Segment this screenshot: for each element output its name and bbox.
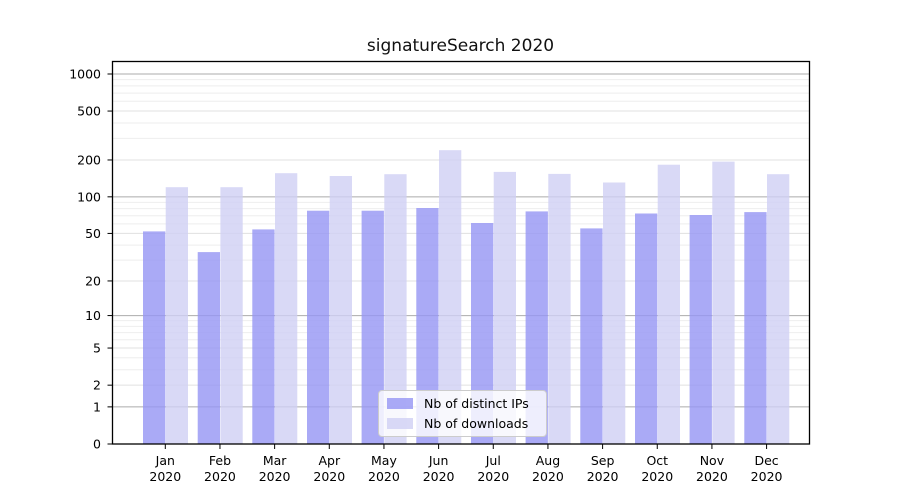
- x-tick-label-month: Dec: [754, 453, 778, 468]
- x-tick-label-month: Sep: [591, 453, 615, 468]
- x-tick-label-year: 2020: [477, 469, 509, 484]
- bar-downloads-oct: [657, 164, 680, 444]
- legend-swatch-distinct-ips: [387, 398, 413, 409]
- y-tick-label: 100: [77, 189, 101, 204]
- bar-downloads-dec: [767, 174, 790, 444]
- legend-item-downloads: Nb of downloads: [387, 416, 546, 431]
- bar-distinct-ips-oct: [635, 213, 658, 444]
- x-tick-label-month: Nov: [700, 453, 725, 468]
- x-tick-label-year: 2020: [204, 469, 236, 484]
- bar-distinct-ips-feb: [197, 252, 220, 444]
- bar-distinct-ips-jul: [471, 223, 494, 444]
- x-tick-label-month: Jan: [155, 453, 175, 468]
- y-tick-label: 5: [93, 341, 101, 356]
- bar-downloads-feb: [220, 187, 243, 444]
- y-tick-label: 10: [85, 308, 101, 323]
- x-tick-label-year: 2020: [532, 469, 564, 484]
- bar-downloads-sep: [603, 182, 626, 444]
- bar-distinct-ips-aug: [525, 211, 548, 444]
- x-tick-label-year: 2020: [259, 469, 291, 484]
- x-tick-label-year: 2020: [751, 469, 783, 484]
- bar-downloads-jul: [493, 171, 516, 444]
- y-tick-label: 1: [93, 399, 101, 414]
- legend-label-distinct-ips: Nb of distinct IPs: [424, 396, 529, 411]
- x-tick-label-year: 2020: [149, 469, 181, 484]
- x-tick-label-month: Apr: [318, 453, 340, 468]
- y-tick-label: 1000: [69, 67, 101, 82]
- y-tick-label: 200: [77, 153, 101, 168]
- bar-downloads-may: [384, 174, 407, 444]
- x-tick-label-year: 2020: [423, 469, 455, 484]
- plot-border: [111, 60, 811, 445]
- x-tick-label-month: Jul: [485, 453, 501, 468]
- y-tick-label: 500: [77, 104, 101, 119]
- bar-distinct-ips-jan: [143, 231, 166, 444]
- x-tick-label-month: Jun: [428, 453, 449, 468]
- bar-downloads-apr: [329, 176, 352, 444]
- x-tick-label-month: Feb: [209, 453, 231, 468]
- axes: 10005002001005020105210Jan2020Feb2020Mar…: [69, 60, 811, 484]
- x-tick-label-month: Aug: [536, 453, 560, 468]
- legend-swatch-downloads: [387, 418, 413, 429]
- y-tick-label: 2: [93, 378, 101, 393]
- bar-downloads-jun: [439, 150, 462, 444]
- x-tick-label-month: Oct: [646, 453, 668, 468]
- y-tick-label: 0: [93, 437, 101, 452]
- bar-distinct-ips-dec: [744, 212, 767, 444]
- legend-item-distinct-ips: Nb of distinct IPs: [387, 396, 546, 411]
- x-tick-label-month: May: [371, 453, 397, 468]
- legend-label-downloads: Nb of downloads: [424, 416, 529, 431]
- y-tick-label: 50: [85, 226, 101, 241]
- bar-downloads-jan: [165, 187, 188, 444]
- bar-distinct-ips-apr: [307, 210, 330, 444]
- bar-distinct-ips-mar: [252, 229, 275, 444]
- legend: Nb of distinct IPs Nb of downloads: [378, 390, 547, 437]
- bar-downloads-nov: [712, 161, 735, 444]
- x-tick-label-year: 2020: [313, 469, 345, 484]
- bars: [143, 150, 790, 444]
- bar-distinct-ips-jun: [416, 208, 439, 444]
- chart-title: signatureSearch 2020: [366, 36, 555, 56]
- bar-downloads-aug: [548, 173, 571, 444]
- x-tick-label-year: 2020: [368, 469, 400, 484]
- bar-distinct-ips-sep: [580, 228, 603, 444]
- x-tick-label-year: 2020: [641, 469, 673, 484]
- x-tick-label-year: 2020: [587, 469, 619, 484]
- bar-distinct-ips-nov: [689, 215, 712, 444]
- x-tick-label-month: Mar: [263, 453, 287, 468]
- bar-downloads-mar: [275, 173, 298, 444]
- x-tick-label-year: 2020: [696, 469, 728, 484]
- y-tick-label: 20: [85, 273, 101, 288]
- bar-distinct-ips-may: [361, 210, 384, 444]
